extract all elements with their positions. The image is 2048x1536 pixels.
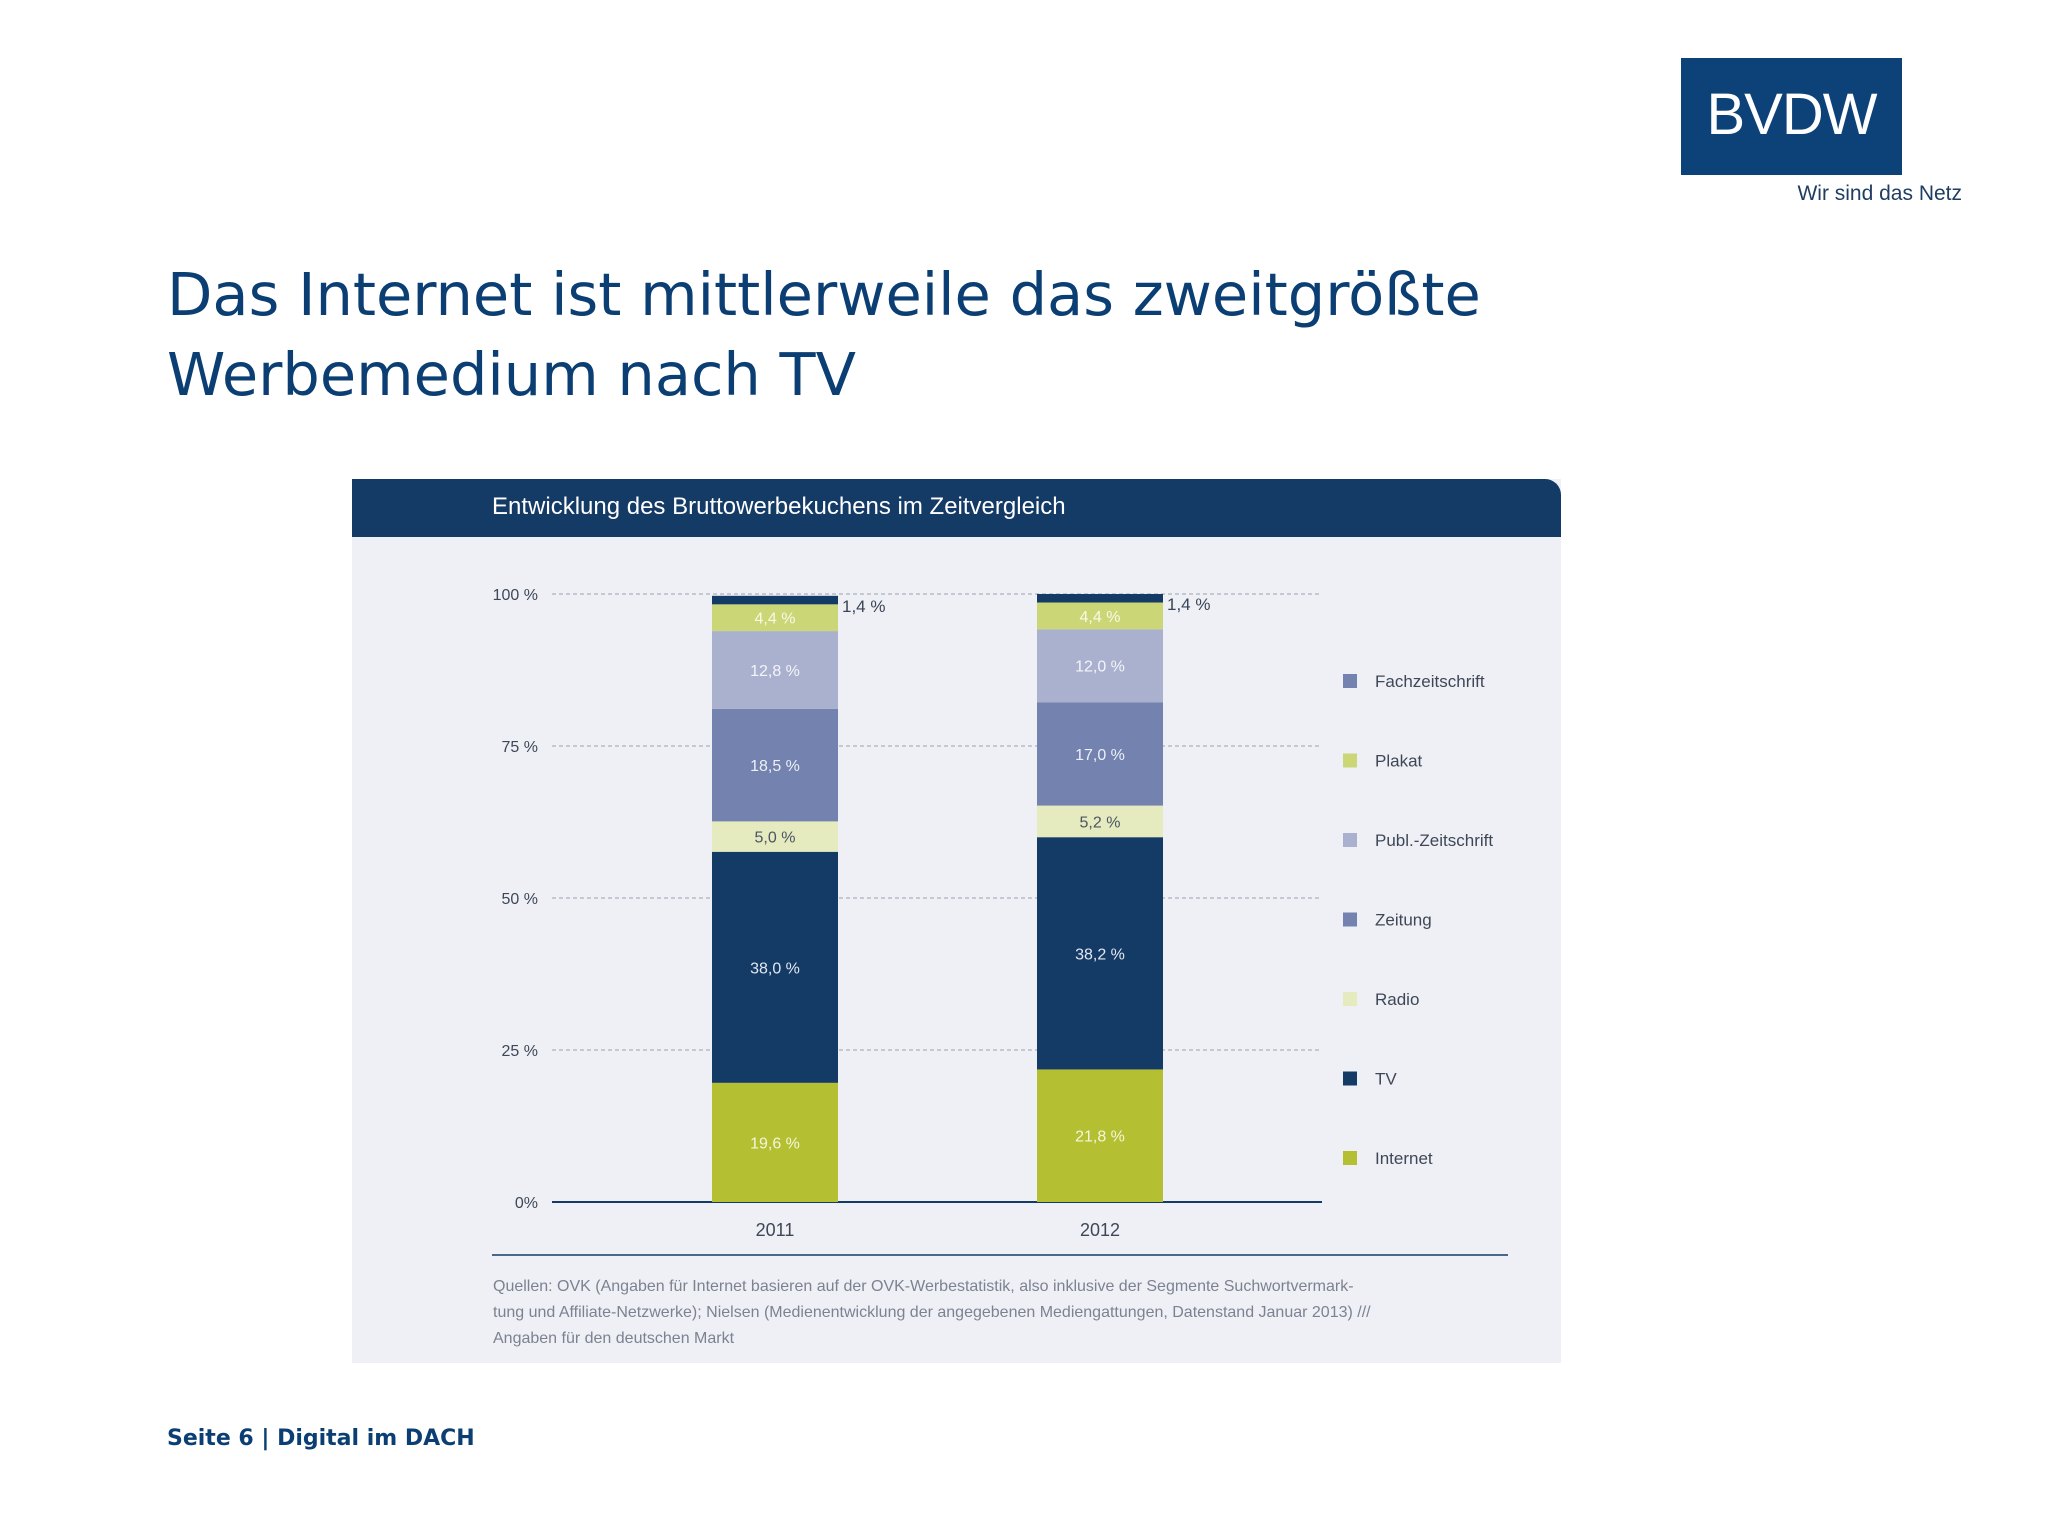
legend-label: Internet [1375, 1149, 1433, 1168]
legend-label: Publ.-Zeitschrift [1375, 831, 1493, 850]
data-label: 5,2 % [1080, 814, 1121, 831]
logo-tagline: Wir sind das Netz [1797, 182, 1962, 205]
legend-swatch [1343, 992, 1357, 1006]
source-note: tung und Affiliate-Netzwerke); Nielsen (… [493, 1304, 1371, 1321]
data-label: 19,6 % [750, 1135, 800, 1152]
chart-panel [352, 479, 1561, 1363]
bar-segment [712, 708, 838, 822]
legend-swatch [1343, 674, 1357, 688]
bar-segment [1037, 837, 1163, 1070]
legend-swatch [1343, 912, 1357, 927]
legend-swatch [1343, 1151, 1357, 1165]
chart-title: Entwicklung des Bruttowerbekuchens im Ze… [492, 493, 1066, 520]
logo-wordmark: BVDW [1706, 82, 1878, 147]
y-tick-label: 25 % [502, 1043, 538, 1060]
page-footer: Seite 6 | Digital im DACH [167, 1426, 475, 1451]
bar-segment [1037, 602, 1163, 630]
data-label: 38,2 % [1075, 946, 1125, 963]
data-label: 1,4 % [1167, 595, 1210, 614]
data-label: 4,4 % [755, 611, 796, 628]
source-note: Quellen: OVK (Angaben für Internet basie… [493, 1278, 1354, 1295]
bar-segment [712, 851, 838, 1083]
page-title-line-1: Das Internet ist mittlerweile das zweitg… [167, 260, 1481, 329]
data-label: 12,0 % [1075, 659, 1125, 676]
legend-swatch [1343, 753, 1357, 768]
legend-swatch [1343, 1071, 1357, 1086]
data-label: 17,0 % [1075, 747, 1125, 764]
footer-separator: | [253, 1426, 278, 1451]
x-tick-label: 2011 [756, 1220, 795, 1240]
data-label: 21,8 % [1075, 1129, 1125, 1146]
legend-swatch [1343, 833, 1357, 847]
bvdw-logo: BVDW [1681, 58, 1902, 175]
bar-segment [1037, 594, 1163, 603]
legend-label: Plakat [1375, 752, 1423, 771]
footer-page-number: Seite 6 [167, 1426, 254, 1451]
bar-segment [712, 1082, 838, 1202]
footer-label: Digital im DACH [277, 1426, 475, 1451]
legend-label: TV [1375, 1070, 1397, 1089]
page-title-line-2: Werbemedium nach TV [167, 340, 856, 409]
bar-segment [1037, 805, 1163, 838]
source-note: Angaben für den deutschen Markt [493, 1330, 735, 1347]
data-label: 18,5 % [750, 758, 800, 775]
bar-segment [712, 821, 838, 852]
bar-segment [1037, 702, 1163, 806]
page-title: Das Internet ist mittlerweile das zweitg… [167, 255, 1867, 415]
legend-label: Radio [1375, 990, 1419, 1009]
x-tick-label: 2012 [1080, 1220, 1120, 1240]
data-label: 5,0 % [755, 830, 796, 847]
legend-label: Zeitung [1375, 911, 1432, 930]
y-tick-label: 75 % [502, 739, 538, 756]
data-label: 12,8 % [750, 663, 800, 680]
y-tick-label: 50 % [502, 891, 538, 908]
chart-header: Entwicklung des Bruttowerbekuchens im Ze… [352, 479, 1561, 537]
bar-segment [1037, 629, 1163, 703]
bar-segment [1037, 1069, 1163, 1202]
data-label: 4,4 % [1080, 609, 1121, 626]
data-label: 1,4 % [842, 597, 885, 616]
bar-segment [712, 604, 838, 632]
y-tick-label: 100 % [493, 587, 538, 604]
data-label: 38,0 % [750, 960, 800, 977]
bar-segment [712, 595, 838, 605]
bar-segment [712, 631, 838, 709]
y-tick-label: 0% [515, 1195, 538, 1212]
legend-label: Fachzeitschrift [1375, 672, 1485, 691]
